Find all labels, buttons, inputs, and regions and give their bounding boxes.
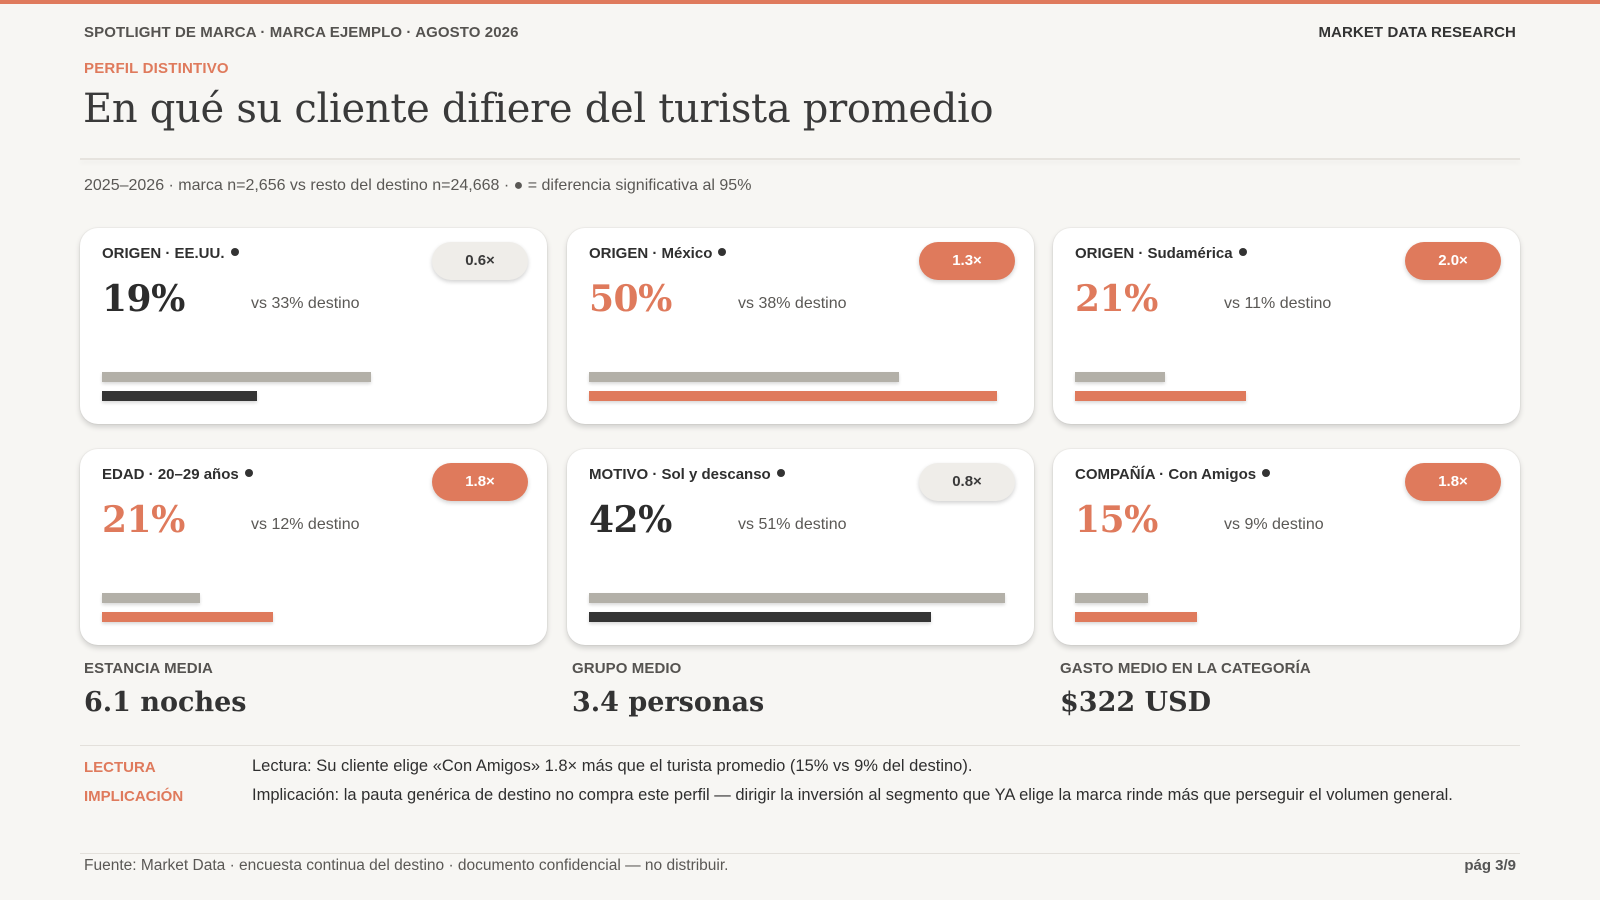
destination-bar	[589, 372, 899, 382]
brand-bar	[589, 391, 997, 401]
card-label: ORIGEN · Sudamérica	[1075, 245, 1247, 262]
metric-label: ESTANCIA MEDIA	[84, 660, 213, 677]
brand-bar	[1075, 391, 1246, 401]
profile-card: COMPAÑÍA · Con Amigos 15% vs 9% destino …	[1053, 449, 1520, 645]
profile-card: MOTIVO · Sol y descanso 42% vs 51% desti…	[567, 449, 1034, 645]
card-percentage: 19%	[102, 278, 185, 320]
implication-note: IMPLICACIÓN Implicación: la pauta genéri…	[84, 786, 1516, 815]
brand-name: MARKET DATA RESEARCH	[1318, 24, 1516, 41]
index-badge: 0.6×	[432, 242, 528, 280]
footer-divider	[80, 853, 1520, 854]
destination-bar	[589, 593, 1005, 603]
significance-dot-icon	[230, 248, 239, 256]
card-percentage: 42%	[589, 499, 672, 541]
index-badge: 1.8×	[1405, 463, 1501, 501]
card-percentage: 50%	[589, 278, 672, 320]
implication-tag: IMPLICACIÓN	[84, 788, 184, 805]
profile-card: EDAD · 20–29 años 21% vs 12% destino 1.8…	[80, 449, 547, 645]
profile-card: ORIGEN · México 50% vs 38% destino 1.3×	[567, 228, 1034, 424]
title-divider	[80, 158, 1520, 160]
destination-bar	[102, 372, 371, 382]
card-destination-comparison: vs 33% destino	[251, 295, 360, 312]
significance-dot-icon	[244, 469, 253, 477]
source-note: Fuente: Market Data · encuesta continua …	[84, 857, 729, 874]
brand-bar	[1075, 612, 1197, 622]
significance-dot-icon	[1262, 469, 1271, 477]
destination-bar	[1075, 593, 1148, 603]
destination-bar	[102, 593, 200, 603]
index-badge: 2.0×	[1405, 242, 1501, 280]
card-percentage: 21%	[102, 499, 185, 541]
card-destination-comparison: vs 12% destino	[251, 516, 360, 533]
index-badge: 0.8×	[919, 463, 1015, 501]
metric-value: 3.4 personas	[572, 687, 765, 718]
profile-card: ORIGEN · EE.UU. 19% vs 33% destino 0.6×	[80, 228, 547, 424]
metric-average-stay: ESTANCIA MEDIA 6.1 noches	[84, 660, 246, 718]
card-label: ORIGEN · México	[589, 245, 727, 262]
metric-average-group: GRUPO MEDIO 3.4 personas	[572, 660, 764, 718]
reading-note: LECTURA Lectura: Su cliente elige «Con A…	[84, 757, 1516, 786]
page-footer: Fuente: Market Data · encuesta continua …	[84, 857, 1516, 877]
card-destination-comparison: vs 38% destino	[738, 295, 847, 312]
metrics-divider	[80, 745, 1520, 746]
card-label: EDAD · 20–29 años	[102, 466, 253, 483]
index-badge: 1.3×	[919, 242, 1015, 280]
breadcrumb: SPOTLIGHT DE MARCA · MARCA EJEMPLO · AGO…	[84, 24, 519, 41]
card-destination-comparison: vs 9% destino	[1224, 516, 1324, 533]
insight-notes: LECTURA Lectura: Su cliente elige «Con A…	[84, 757, 1516, 815]
significance-dot-icon	[776, 469, 785, 477]
reading-text: Lectura: Su cliente elige «Con Amigos» 1…	[252, 757, 973, 775]
brand-bar	[102, 612, 273, 622]
card-label: MOTIVO · Sol y descanso	[589, 466, 785, 483]
metric-value: 6.1 noches	[84, 687, 247, 718]
page-number: pág 3/9	[1464, 857, 1516, 874]
brand-bar	[589, 612, 931, 622]
profile-card: ORIGEN · Sudamérica 21% vs 11% destino 2…	[1053, 228, 1520, 424]
index-badge: 1.8×	[432, 463, 528, 501]
metric-label: GASTO MEDIO EN LA CATEGORÍA	[1060, 660, 1311, 677]
card-destination-comparison: vs 11% destino	[1224, 295, 1332, 312]
significance-dot-icon	[1238, 248, 1247, 256]
brand-bar	[102, 391, 257, 401]
page-title: En qué su cliente difiere del turista pr…	[83, 86, 994, 132]
card-label: COMPAÑÍA · Con Amigos	[1075, 466, 1271, 483]
metric-value: $322 USD	[1060, 687, 1212, 718]
card-destination-comparison: vs 51% destino	[738, 516, 847, 533]
top-accent-rule	[0, 0, 1600, 4]
metric-average-spend: GASTO MEDIO EN LA CATEGORÍA $322 USD	[1060, 660, 1311, 718]
section-eyebrow: PERFIL DISTINTIVO	[84, 60, 229, 77]
metric-label: GRUPO MEDIO	[572, 660, 682, 677]
sample-subtitle: 2025–2026 · marca n=2,656 vs resto del d…	[84, 177, 752, 194]
card-label: ORIGEN · EE.UU.	[102, 245, 239, 262]
implication-text: Implicación: la pauta genérica de destin…	[252, 786, 1453, 804]
page-header: SPOTLIGHT DE MARCA · MARCA EJEMPLO · AGO…	[84, 24, 1516, 44]
reading-tag: LECTURA	[84, 759, 156, 776]
significance-dot-icon	[718, 248, 727, 256]
destination-bar	[1075, 372, 1165, 382]
card-percentage: 21%	[1075, 278, 1158, 320]
card-percentage: 15%	[1075, 499, 1158, 541]
